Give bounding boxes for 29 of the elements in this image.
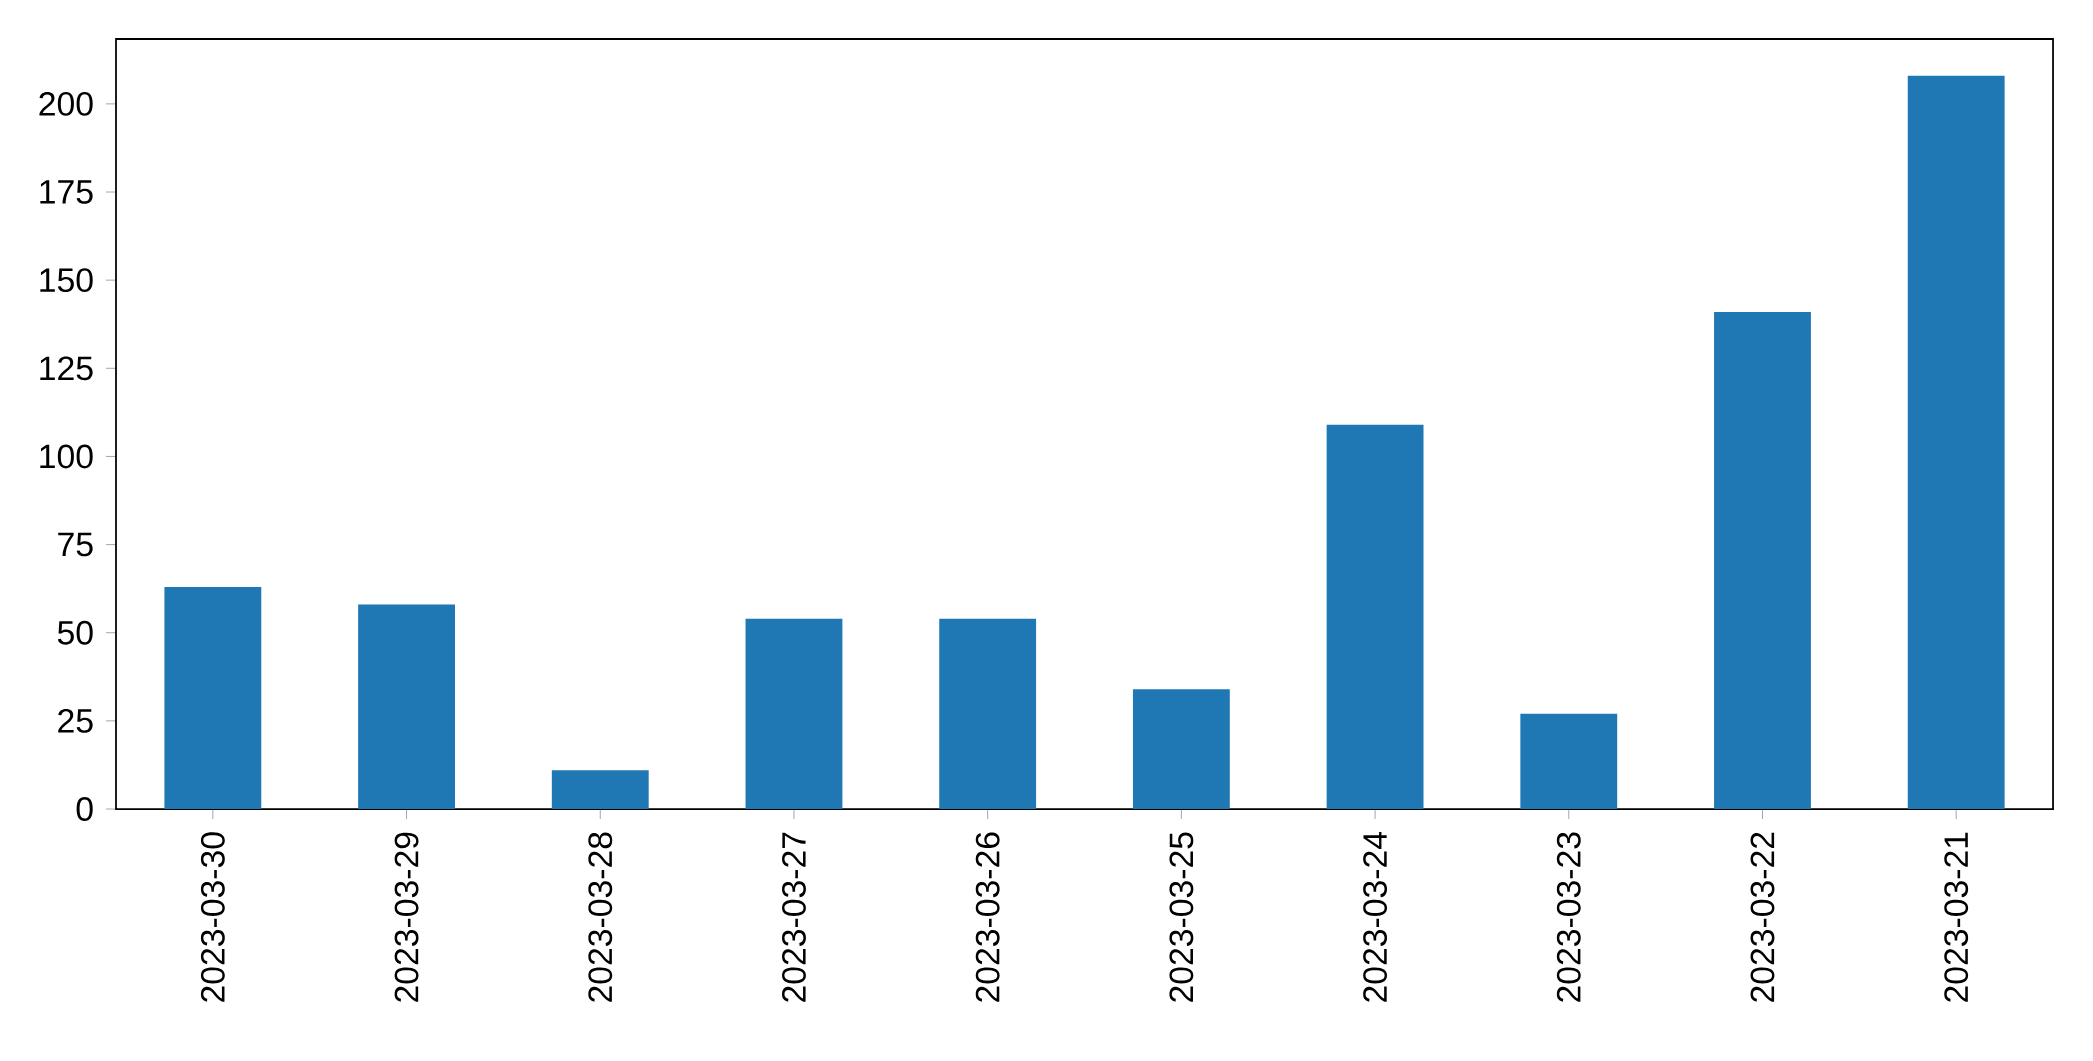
x-tick-label: 2023-03-27 xyxy=(782,832,806,1002)
x-tick-label: 2023-03-25 xyxy=(1169,832,1194,1002)
x-tick-label: 2023-03-24 xyxy=(1363,832,1388,1002)
x-tick-label: 2023-03-29 xyxy=(394,832,419,1002)
x-tick-label: 2023-03-22 xyxy=(1750,832,1775,1002)
y-tick-label: 125 xyxy=(40,356,93,381)
x-tick-label: 2023-03-21 xyxy=(1944,832,1969,1002)
x-tick-label: 2023-03-26 xyxy=(975,832,1000,1002)
y-tick-label: 25 xyxy=(58,708,93,733)
bar xyxy=(1714,311,1811,810)
x-tick-label: 2023-03-23 xyxy=(1556,832,1581,1002)
y-tick-label: 75 xyxy=(58,532,93,557)
bar xyxy=(1907,75,2005,810)
bar xyxy=(1520,713,1618,810)
bar xyxy=(1132,689,1230,810)
bar xyxy=(939,618,1037,810)
y-tick-label: 50 xyxy=(57,620,93,645)
x-tick-label: 2023-03-28 xyxy=(588,832,613,1002)
y-tick-label: 0 xyxy=(76,797,93,821)
x-tick-label: 2023-03-30 xyxy=(200,832,225,1002)
bar xyxy=(164,586,262,810)
bar xyxy=(745,618,843,810)
bar xyxy=(358,604,455,810)
bar xyxy=(551,770,649,810)
y-tick-label: 175 xyxy=(40,180,93,204)
y-tick-label: 100 xyxy=(40,444,93,469)
y-tick-label: 150 xyxy=(40,268,93,293)
bar xyxy=(1326,424,1424,810)
y-tick-label: 200 xyxy=(39,91,93,116)
